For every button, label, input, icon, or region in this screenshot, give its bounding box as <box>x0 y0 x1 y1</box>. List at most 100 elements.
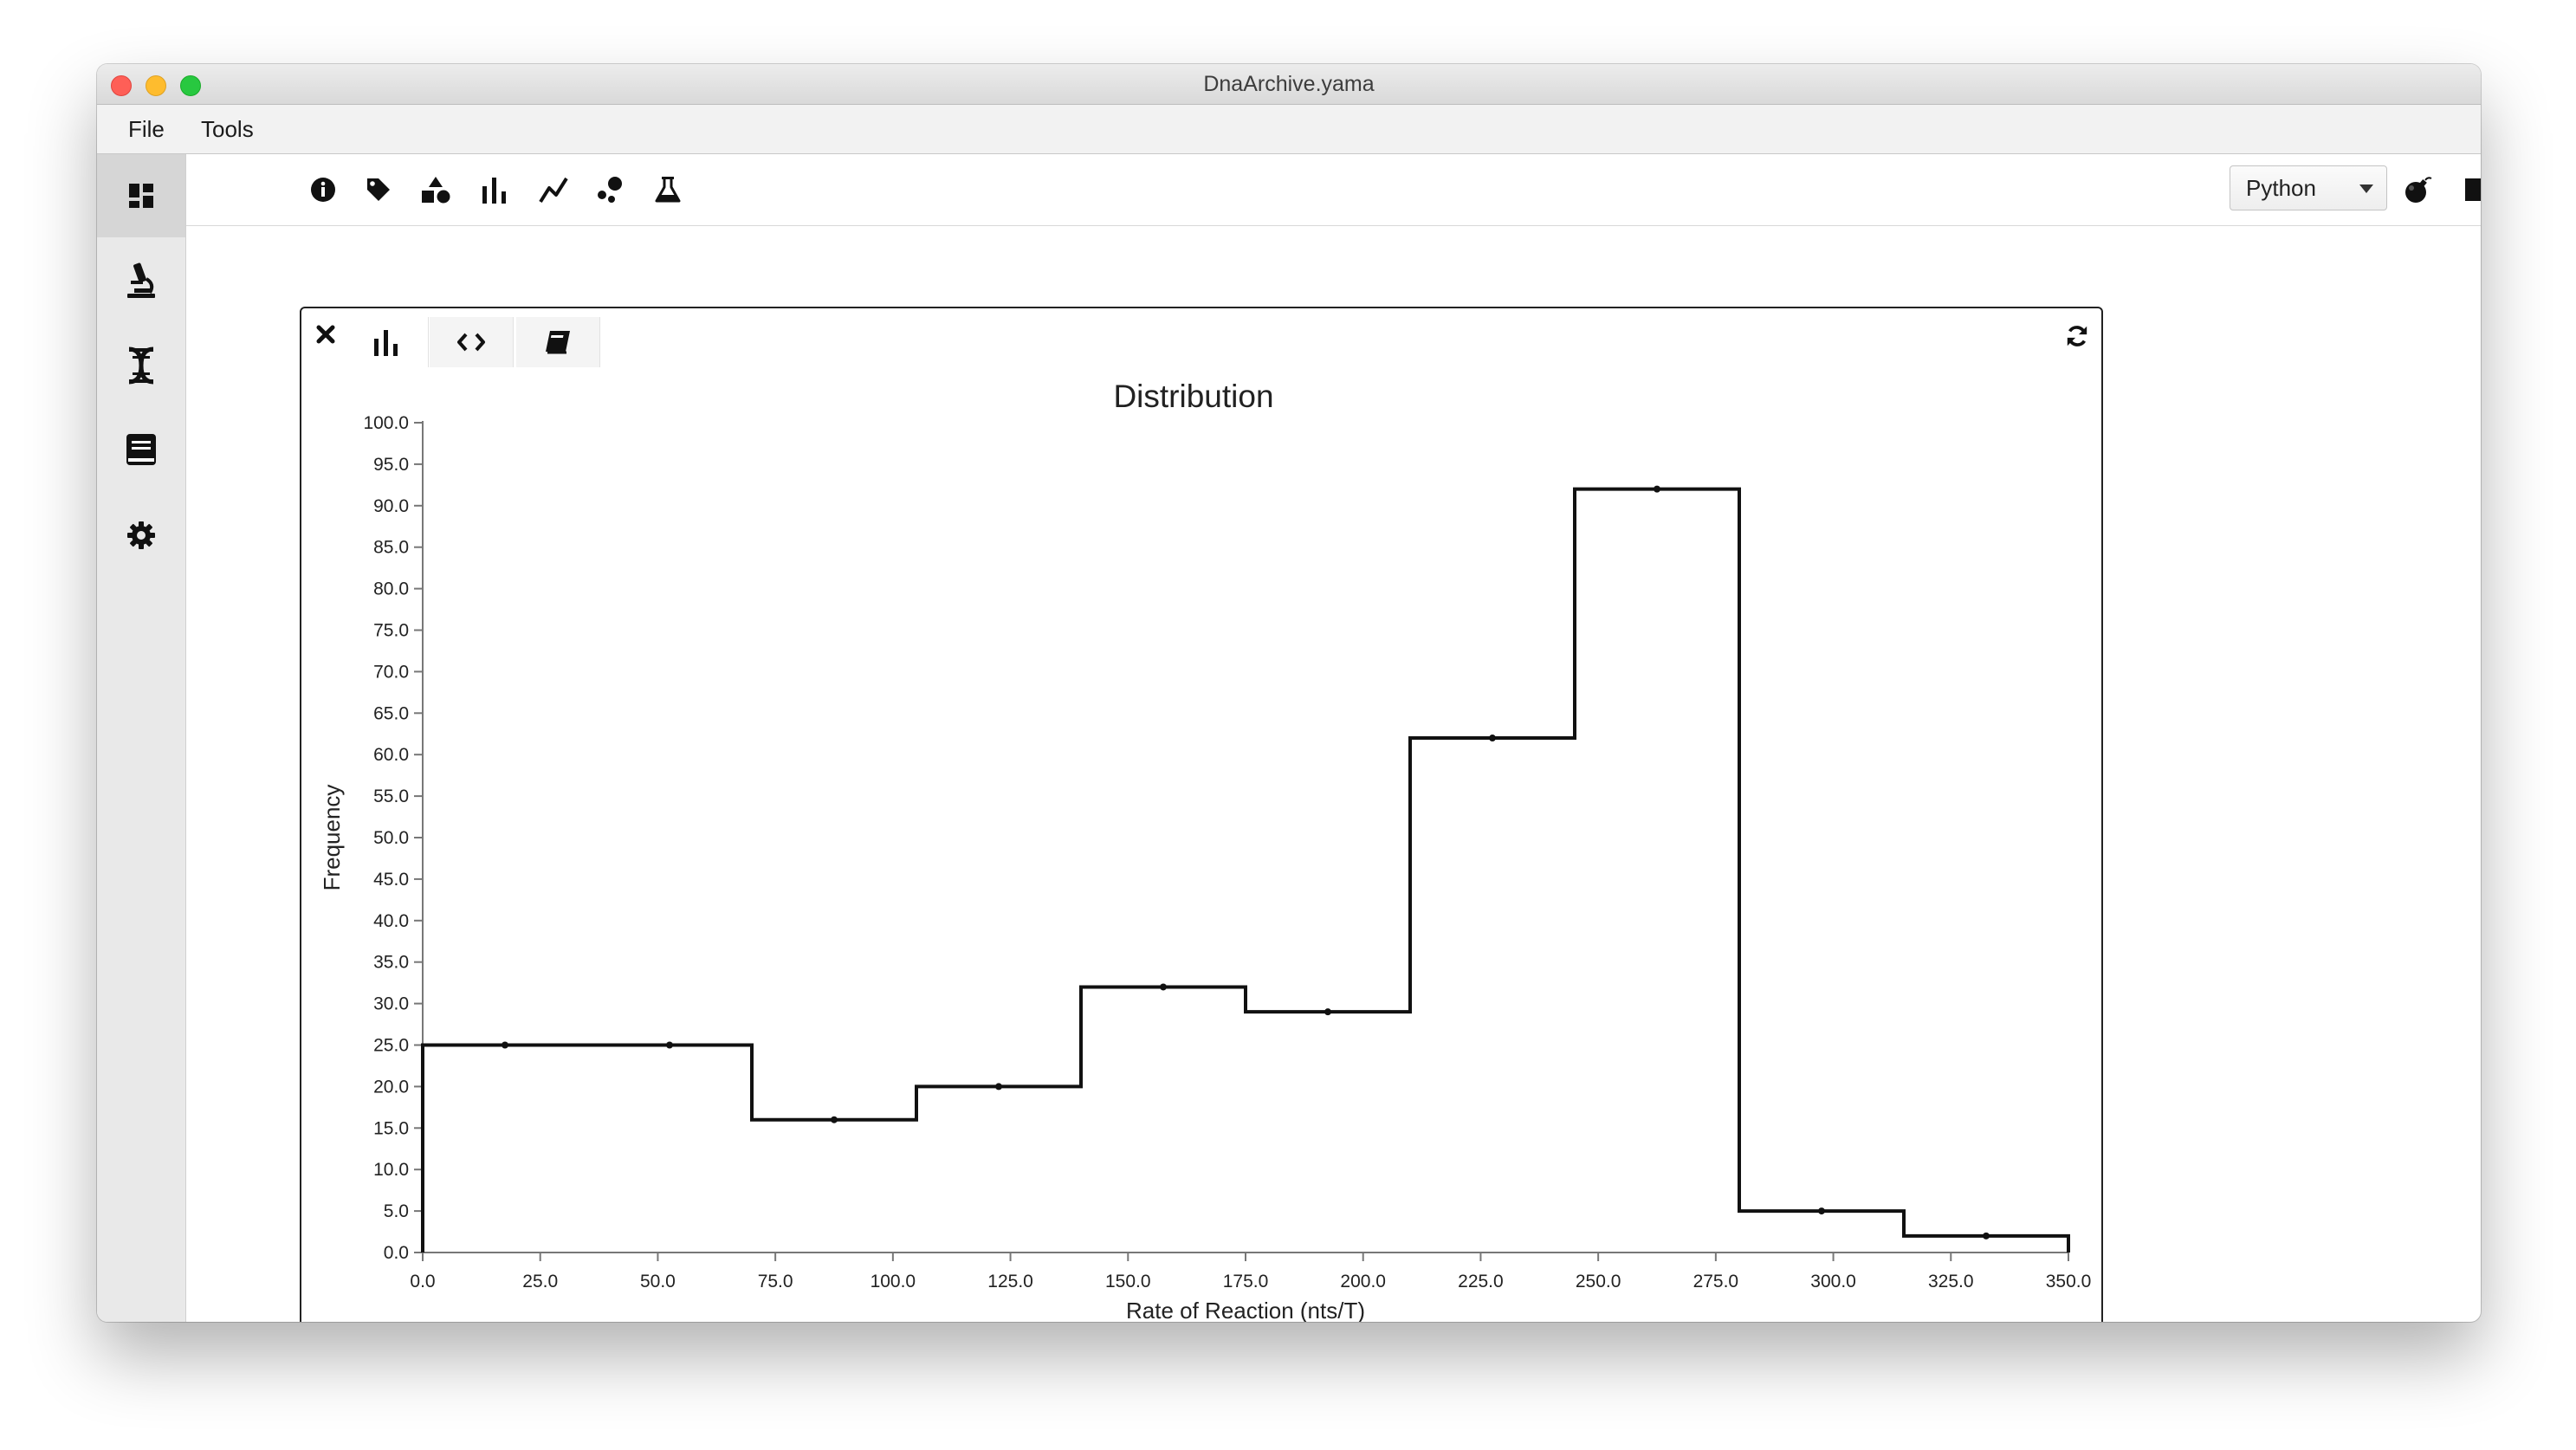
sidebar-item-microscope[interactable] <box>97 239 185 322</box>
x-tick-label: 25.0 <box>522 1272 558 1291</box>
menu-bar: File Tools <box>97 105 2481 154</box>
chart-panel: Distribution 0.0 5.0 10.0 15.0 20.0 25.0 30.0 35… <box>300 307 2103 1322</box>
histogram-bin-point <box>1818 1207 1825 1214</box>
book-icon <box>125 432 158 469</box>
y-tick-label: 5.0 <box>384 1201 409 1221</box>
histogram-bin-point <box>1654 486 1660 493</box>
histogram-bin-point <box>666 1042 673 1049</box>
bar-chart-icon <box>480 176 509 204</box>
chart-title: Distribution <box>1113 379 1273 414</box>
toolbar: Python <box>186 154 2481 226</box>
histogram-bin-point <box>1489 735 1496 741</box>
language-select[interactable]: Python <box>2230 165 2387 210</box>
flask-icon <box>655 176 681 204</box>
y-tick-label: 85.0 <box>373 538 409 558</box>
histogram-bin-point <box>995 1083 1002 1090</box>
y-axis-label: Frequency <box>319 785 345 891</box>
y-tick-label: 20.0 <box>373 1077 409 1097</box>
histogram-bin-point <box>1324 1008 1331 1015</box>
histogram-bin-point <box>1983 1233 1990 1240</box>
tag-button[interactable] <box>361 172 396 207</box>
x-tick-label: 275.0 <box>1693 1272 1739 1291</box>
bar-chart-button[interactable] <box>477 172 512 207</box>
close-icon <box>316 325 335 344</box>
x-tick-label: 50.0 <box>640 1272 676 1291</box>
y-tick-label: 40.0 <box>373 911 409 931</box>
bomb-button[interactable] <box>2401 172 2436 207</box>
x-tick-label: 225.0 <box>1458 1272 1504 1291</box>
tag-icon <box>366 177 392 203</box>
app-window: DnaArchive.yama File Tools <box>97 64 2481 1322</box>
y-tick-label: 30.0 <box>373 994 409 1014</box>
book-icon <box>544 329 572 355</box>
sidebar <box>97 154 186 1322</box>
y-tick-label: 45.0 <box>373 870 409 890</box>
scatter-button[interactable] <box>593 172 628 207</box>
microscope-icon <box>124 262 159 300</box>
shapes-icon <box>420 176 451 204</box>
histogram-bar <box>916 1086 1081 1253</box>
panel-refresh-button[interactable] <box>2061 320 2093 352</box>
title-bar: DnaArchive.yama <box>97 64 2481 105</box>
histogram-bin-point <box>1160 983 1167 990</box>
y-tick-label: 75.0 <box>373 621 409 641</box>
tab-chart[interactable] <box>345 317 429 367</box>
histogram-bar <box>1410 738 1575 1253</box>
histogram-bin-point <box>831 1117 838 1123</box>
x-tick-label: 150.0 <box>1105 1272 1151 1291</box>
bomb-icon <box>2404 175 2433 204</box>
tab-code[interactable] <box>430 317 514 367</box>
y-tick-label: 50.0 <box>373 828 409 848</box>
sidebar-item-settings[interactable] <box>97 494 185 577</box>
y-tick-label: 100.0 <box>363 413 409 433</box>
sidebar-item-dashboard[interactable] <box>97 154 185 237</box>
y-tick-label: 0.0 <box>384 1243 409 1263</box>
y-tick-label: 80.0 <box>373 579 409 599</box>
distribution-chart: Distribution 0.0 5.0 10.0 15.0 20.0 25.0 30.0 35… <box>301 308 2101 1322</box>
code-icon <box>456 332 486 353</box>
line-chart-icon <box>539 176 568 204</box>
bar-chart-icon <box>372 328 401 356</box>
x-axis-label: Rate of Reaction (nts/T) <box>1126 1298 1365 1322</box>
stop-button[interactable] <box>2459 172 2481 207</box>
y-tick-label: 90.0 <box>373 496 409 516</box>
menu-tools[interactable]: Tools <box>201 105 254 153</box>
histogram-bar <box>752 1120 916 1253</box>
x-tick-label: 250.0 <box>1576 1272 1621 1291</box>
line-chart-button[interactable] <box>536 172 571 207</box>
sidebar-item-book[interactable] <box>97 409 185 492</box>
y-tick-label: 70.0 <box>373 662 409 682</box>
menu-file[interactable]: File <box>128 105 165 153</box>
tab-notes[interactable] <box>516 317 600 367</box>
x-tick-label: 350.0 <box>2046 1272 2092 1291</box>
histogram-bar <box>423 1045 587 1253</box>
refresh-icon <box>2065 324 2089 348</box>
histogram-bar <box>1246 1012 1410 1253</box>
y-tick-label: 65.0 <box>373 703 409 723</box>
y-tick-label: 35.0 <box>373 953 409 973</box>
language-select-value: Python <box>2246 166 2316 210</box>
panel-close-button[interactable] <box>312 320 340 348</box>
x-tick-label: 100.0 <box>871 1272 916 1291</box>
shapes-button[interactable] <box>418 172 453 207</box>
chevron-down-icon <box>2359 184 2374 194</box>
dashboard-icon <box>126 181 156 210</box>
info-button[interactable] <box>306 172 340 207</box>
x-tick-label: 325.0 <box>1928 1272 1974 1291</box>
y-tick-label: 60.0 <box>373 745 409 765</box>
flask-button[interactable] <box>650 172 685 207</box>
sidebar-item-dna[interactable] <box>97 324 185 407</box>
window-title: DnaArchive.yama <box>97 64 2481 104</box>
stop-icon <box>2464 178 2481 202</box>
x-tick-label: 175.0 <box>1223 1272 1269 1291</box>
x-tick-label: 200.0 <box>1340 1272 1386 1291</box>
y-tick-label: 25.0 <box>373 1036 409 1056</box>
y-tick-label: 95.0 <box>373 455 409 475</box>
histogram-bar <box>1739 1211 1904 1253</box>
y-tick-label: 55.0 <box>373 786 409 806</box>
y-tick-label: 10.0 <box>373 1160 409 1180</box>
dna-icon <box>124 346 159 385</box>
x-tick-label: 125.0 <box>987 1272 1033 1291</box>
gear-icon <box>126 521 156 550</box>
histogram-bin-point <box>502 1042 508 1049</box>
